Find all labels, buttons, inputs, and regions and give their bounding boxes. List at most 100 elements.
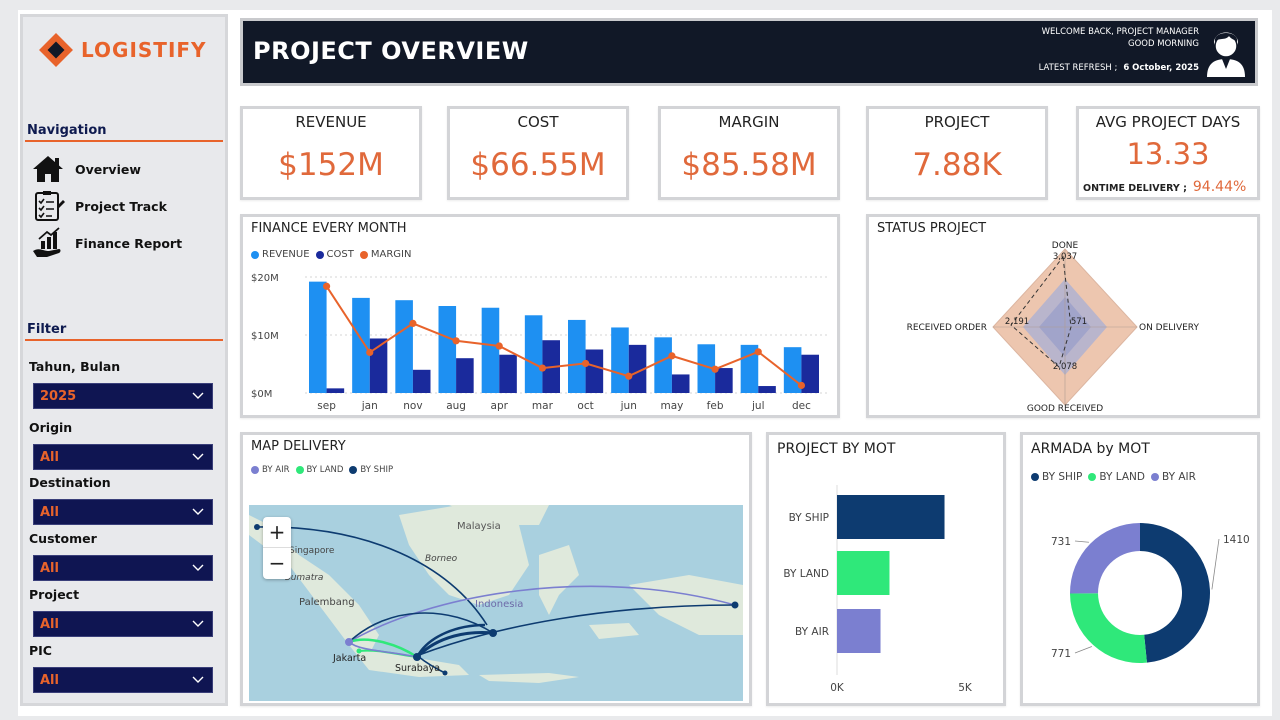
map-label-singapore: Singapore [289,546,335,556]
legend-revenue: REVENUE [251,249,310,260]
map-label-palembang: Palembang [299,597,355,608]
cost-bar [326,388,345,393]
donut-slice [1070,523,1140,594]
kpi-title: COST [517,113,559,131]
page-title: PROJECT OVERVIEW [253,37,529,65]
margin-point [366,348,374,356]
margin-point [322,282,331,290]
map-label-jakarta: Jakarta [332,653,366,664]
margin-point [409,319,417,327]
user-avatar-icon [1207,32,1245,77]
margin-point [581,359,590,368]
donut-data-label: 731 [1051,536,1071,548]
filter-select-value: All [40,616,59,632]
zoom-in-button[interactable]: + [263,517,291,548]
filter-select-pic[interactable]: All [33,667,213,693]
finance-chart: $20M $10M $0M sep jan nov aug apr mar oct jun may fe… [251,273,829,412]
map-label-indonesia: Indonesia [475,599,523,610]
x-tick-label: jun [620,400,637,412]
donut-slice [1140,523,1210,663]
finance-chart-panel: FINANCE EVERY MONTH REVENUE COST MARGIN … [240,214,840,418]
nav-item-finance-report[interactable]: Finance Report [31,227,182,259]
kpi-revenue-card: REVENUE $152M [240,106,422,200]
cost-bar [758,386,776,393]
kpi-value: 13.33 [1126,137,1210,171]
kpi-project-card: PROJECT 7.88K [866,106,1048,200]
filter-select-project[interactable]: All [33,611,213,637]
kpi-title: MARGIN [718,113,780,131]
legend-by-air: BY AIR [1150,471,1196,483]
legend-cost: COST [315,249,354,260]
radar-axis-received-order: RECEIVED ORDER [907,323,987,333]
revenue-bar [611,327,629,393]
filter-select-customer[interactable]: All [33,555,213,581]
revenue-bar [524,315,543,393]
refresh-date: 6 October, 2025 [1123,63,1199,73]
project-by-mot-chart: BY SHIP BY LAND BY AIR 0K 5K [783,485,973,694]
mot-x-tick-label: 0K [830,682,845,694]
filter-select-tahun-bulan[interactable]: 2025 [33,383,213,409]
legend-margin: MARGIN [359,249,411,260]
x-tick-label: jul [751,400,765,412]
filter-select-destination[interactable]: All [33,499,213,525]
finance-chart-title: FINANCE EVERY MONTH [251,221,407,236]
nav-item-label: Finance Report [75,235,183,251]
mot-bar [837,609,881,653]
x-tick-label: oct [577,400,593,412]
filter-label-pic: PIC [29,643,52,658]
cost-bar [456,358,474,393]
filter-label-destination: Destination [29,475,111,490]
zoom-out-button[interactable]: − [268,550,286,575]
donut-slice [1070,593,1147,663]
cost-bar [671,374,690,393]
page-header: PROJECT OVERVIEW WELCOME BACK, PROJECT M… [240,18,1258,86]
map-delivery-title: MAP DELIVERY [251,439,346,454]
armada-by-mot-title: ARMADA by MOT [1031,441,1150,457]
nav-item-overview[interactable]: Overview [31,153,141,185]
filter-select-origin[interactable]: All [33,444,213,470]
cost-bar [499,354,517,393]
kpi-value: $152M [278,147,384,183]
navigation-title: Navigation [25,123,223,142]
margin-point [754,348,762,356]
revenue-bar [395,300,413,393]
kpi-margin-card: MARGIN $85.58M [658,106,840,200]
y-tick-label: $10M [251,331,279,342]
margin-point [625,372,633,380]
map-legend: BY AIR BY LAND BY SHIP [251,465,399,475]
nav-item-label: Project Track [75,198,167,214]
legend-by-land: BY LAND [295,465,343,475]
donut-leader-line [1211,538,1220,590]
chevron-down-icon [192,620,204,627]
radar-axis-on-delivery: ON DELIVERY [1139,323,1199,333]
revenue-bar [309,281,327,393]
radar-axis-good-received: GOOD RECEIVED [1027,404,1103,414]
radar-value-done: 3,037 [1053,252,1077,262]
filter-label-customer: Customer [29,531,97,546]
legend-by-ship: BY SHIP [349,465,393,475]
nav-item-project-track[interactable]: Project Track [31,190,167,222]
armada-legend: BY SHIP BY LAND BY AIR [1031,471,1202,483]
filter-select-value: All [40,560,59,576]
filter-select-value: All [40,504,59,520]
ontime-delivery: ONTIME DELIVERY ; 94.44% [1083,179,1246,195]
x-tick-label: feb [707,400,724,412]
filter-label-tahun-bulan: Tahun, Bulan [29,359,121,374]
kpi-value: $66.55M [470,147,606,183]
mot-category-label: BY LAND [783,568,829,580]
donut-data-label: 1410 [1223,534,1250,546]
kpi-avg-project-days-card: AVG PROJECT DAYS 13.33 ONTIME DELIVERY ;… [1076,106,1260,200]
cost-bar [585,349,604,393]
delivery-map[interactable]: Malaysia Singapore Borneo Sumatra Palemb… [249,505,743,701]
chevron-down-icon [192,392,204,399]
x-tick-label: apr [491,400,509,412]
map-label-malaysia: Malaysia [457,521,501,532]
status-project-title: STATUS PROJECT [877,221,987,236]
refresh-info: LATEST REFRESH ; 6 October, 2025 [1039,63,1199,73]
kpi-value: $85.58M [681,147,817,183]
kpi-title: REVENUE [295,113,367,131]
revenue-bar [438,306,457,393]
ontime-delivery-label: ONTIME DELIVERY ; [1083,183,1187,194]
greeting-text: GOOD MORNING [1128,39,1199,49]
legend-by-land: BY LAND [1088,471,1145,483]
